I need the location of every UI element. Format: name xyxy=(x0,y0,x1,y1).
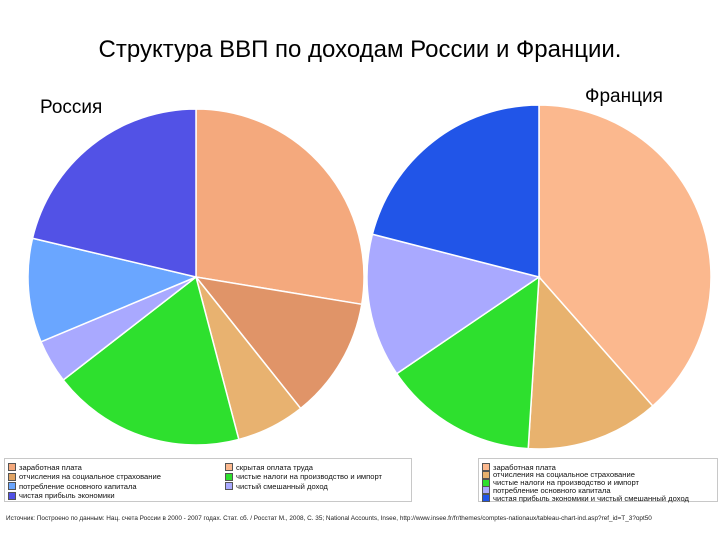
russia-slice-1 xyxy=(195,108,365,306)
legend-swatch xyxy=(8,463,16,471)
france-legend-item: чистые налоги на производство и импорт xyxy=(482,478,639,488)
legend-swatch xyxy=(8,472,16,481)
pie-france xyxy=(366,104,712,450)
france-legend-item: чистая прибыль экономики и чистый смешан… xyxy=(482,493,689,503)
legend-label: заработная плата xyxy=(493,462,556,472)
legend-label: заработная плата xyxy=(19,462,82,472)
france-slice-1 xyxy=(538,104,712,408)
legend-swatch xyxy=(225,463,233,471)
pie-russia xyxy=(27,108,365,446)
russia-legend-item: скрытая оплата труда xyxy=(225,462,313,472)
france-slice-4 xyxy=(366,233,541,375)
source-note: Источник: Построено по данным: Нац. счет… xyxy=(6,515,652,522)
legend-russia: заработная плата скрытая оплата труда отчи… xyxy=(4,458,412,502)
legend-label: отчисления на социальное страхование xyxy=(493,470,635,480)
france-legend-item: отчисления на социальное страхование xyxy=(482,470,635,480)
legend-label: чистая прибыль экономики и чистый смешан… xyxy=(493,493,689,503)
legend-swatch xyxy=(482,478,490,487)
russia-legend-item: потребление основного капитала xyxy=(8,481,137,491)
russia-legend-item: чистый смешанный доход xyxy=(225,481,328,491)
russia-legend-item: заработная плата xyxy=(8,462,82,472)
legend-label: чистая прибыль экономики xyxy=(19,491,115,500)
france-slice-2 xyxy=(527,275,654,450)
russia-slice-6 xyxy=(27,237,199,343)
legend-label: чистый смешанный доход xyxy=(236,481,328,491)
russia-legend-item: чистые налоги на производство и импорт xyxy=(225,472,382,482)
legend-swatch xyxy=(225,472,233,481)
russia-slice-7 xyxy=(31,108,197,278)
legend-swatch xyxy=(8,491,16,500)
legend-label: потребление основного капитала xyxy=(19,481,137,491)
legend-swatch xyxy=(482,494,490,503)
russia-slice-2 xyxy=(194,275,363,410)
russia-legend-item: отчисления на социальное страхование xyxy=(8,472,161,482)
chart-title-russia: Россия xyxy=(40,97,103,118)
russia-legend-item: чистая прибыль экономики xyxy=(8,491,115,501)
chart-title-france: Франция xyxy=(585,86,663,107)
legend-swatch xyxy=(482,486,490,495)
page-title: Структура ВВП по доходам России и Франци… xyxy=(98,36,622,63)
legend-france: заработная плата отчисления на социальное… xyxy=(478,458,718,503)
france-legend-item: заработная плата xyxy=(482,462,556,472)
legend-label: отчисления на социальное страхование xyxy=(19,472,161,481)
russia-slice-4 xyxy=(62,275,240,446)
legend-swatch xyxy=(482,463,490,471)
legend-label: скрытая оплата труда xyxy=(236,462,314,472)
legend-swatch xyxy=(225,482,233,490)
legend-label: чистые налоги на производство и импорт xyxy=(236,472,383,481)
legend-swatch xyxy=(8,482,16,490)
france-slice-5 xyxy=(371,104,540,278)
legend-swatch xyxy=(482,470,490,479)
france-slice-3 xyxy=(395,275,540,450)
legend-label: чистые налоги на производство и импорт xyxy=(493,478,640,488)
legend-label: потребление основного капитала xyxy=(493,485,611,495)
france-legend-item: потребление основного капитала xyxy=(482,485,611,495)
